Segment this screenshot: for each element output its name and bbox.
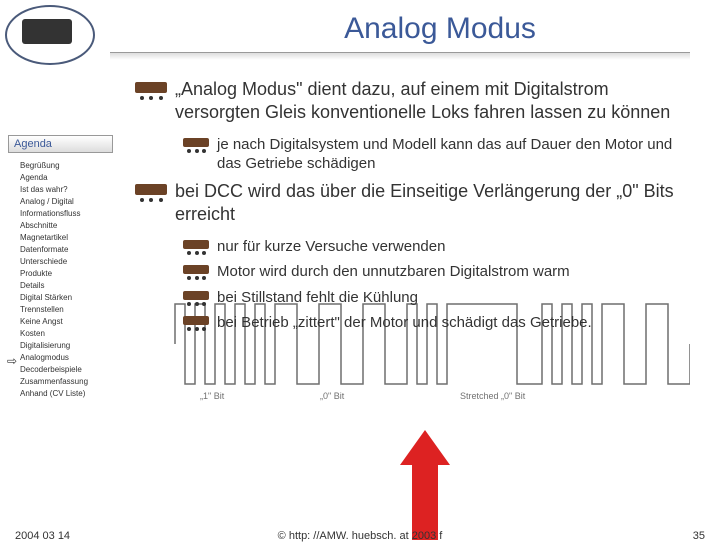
agenda-item: Informationsfluss xyxy=(20,208,125,220)
agenda-item: Ist das wahr? xyxy=(20,184,125,196)
train-bullet-icon xyxy=(135,184,167,200)
agenda-item: Analog / Digital xyxy=(20,196,125,208)
slide: Analog Modus Agenda ⇨ Begrüßung Agenda I… xyxy=(0,0,720,540)
bullet-text: „Analog Modus" dient dazu, auf einem mit… xyxy=(175,78,695,125)
signal-label-bit0: „0" Bit xyxy=(320,391,345,401)
agenda-item: Trennstellen xyxy=(20,304,125,316)
footer-page-number: 35 xyxy=(693,530,705,542)
agenda-item: Decoderbeispiele xyxy=(20,364,125,376)
train-bullet-icon xyxy=(183,240,209,253)
signal-label-stretched: Stretched „0" Bit xyxy=(460,391,526,401)
train-bullet-icon xyxy=(183,138,209,151)
signal-label-bit1: „1" Bit xyxy=(200,391,225,401)
bullet-l2: bei Betrieb „zittert" der Motor und schä… xyxy=(183,313,695,333)
train-bullet-icon xyxy=(183,265,209,278)
bullet-text: bei Betrieb „zittert" der Motor und schä… xyxy=(217,313,592,333)
agenda-item: Datenformate xyxy=(20,244,125,256)
logo-circle xyxy=(5,5,95,65)
agenda-item: Agenda xyxy=(20,172,125,184)
agenda-item: Anhand (CV Liste) xyxy=(20,388,125,400)
agenda-item: Begrüßung xyxy=(20,160,125,172)
bullet-l1: „Analog Modus" dient dazu, auf einem mit… xyxy=(135,78,695,125)
logo xyxy=(5,5,105,75)
train-bullet-icon xyxy=(183,291,209,304)
bullet-text: nur für kurze Versuche verwenden xyxy=(217,237,445,257)
bullet-l2: bei Stillstand fehlt die Kühlung xyxy=(183,288,695,308)
bullet-text: bei DCC wird das über die Einseitige Ver… xyxy=(175,180,695,227)
bullet-text: Motor wird durch den unnutzbaren Digital… xyxy=(217,262,570,282)
agenda-item: Digital Stärken xyxy=(20,292,125,304)
bullet-l2: je nach Digitalsystem und Modell kann da… xyxy=(183,135,695,174)
bullet-text: je nach Digitalsystem und Modell kann da… xyxy=(217,135,695,174)
title-underline xyxy=(110,52,690,60)
train-bullet-icon xyxy=(183,316,209,329)
agenda-item: Zusammenfassung xyxy=(20,376,125,388)
agenda-item: Details xyxy=(20,280,125,292)
page-title: Analog Modus xyxy=(200,12,680,46)
bullet-l2: Motor wird durch den unnutzbaren Digital… xyxy=(183,262,695,282)
agenda-item: Digitalisierung xyxy=(20,340,125,352)
agenda-item: Magnetartikel xyxy=(20,232,125,244)
agenda-item: Kosten xyxy=(20,328,125,340)
bullet-text: bei Stillstand fehlt die Kühlung xyxy=(217,288,418,308)
agenda-list: ⇨ Begrüßung Agenda Ist das wahr? Analog … xyxy=(20,160,125,400)
red-arrow-icon xyxy=(400,430,450,540)
agenda-item: Produkte xyxy=(20,268,125,280)
logo-train-icon xyxy=(22,19,72,44)
bullet-l1: bei DCC wird das über die Einseitige Ver… xyxy=(135,180,695,227)
footer-copyright: © http: //AMW. huebsch. at 2003 f xyxy=(0,530,720,542)
agenda-item: Unterschiede xyxy=(20,256,125,268)
agenda-item: Abschnitte xyxy=(20,220,125,232)
content: „Analog Modus" dient dazu, auf einem mit… xyxy=(135,78,695,339)
train-bullet-icon xyxy=(135,82,167,98)
bullet-l2: nur für kurze Versuche verwenden xyxy=(183,237,695,257)
agenda-header: Agenda xyxy=(8,135,113,153)
agenda-arrow-icon: ⇨ xyxy=(7,355,17,367)
agenda-item: Analogmodus xyxy=(20,352,125,364)
agenda-item: Keine Angst xyxy=(20,316,125,328)
